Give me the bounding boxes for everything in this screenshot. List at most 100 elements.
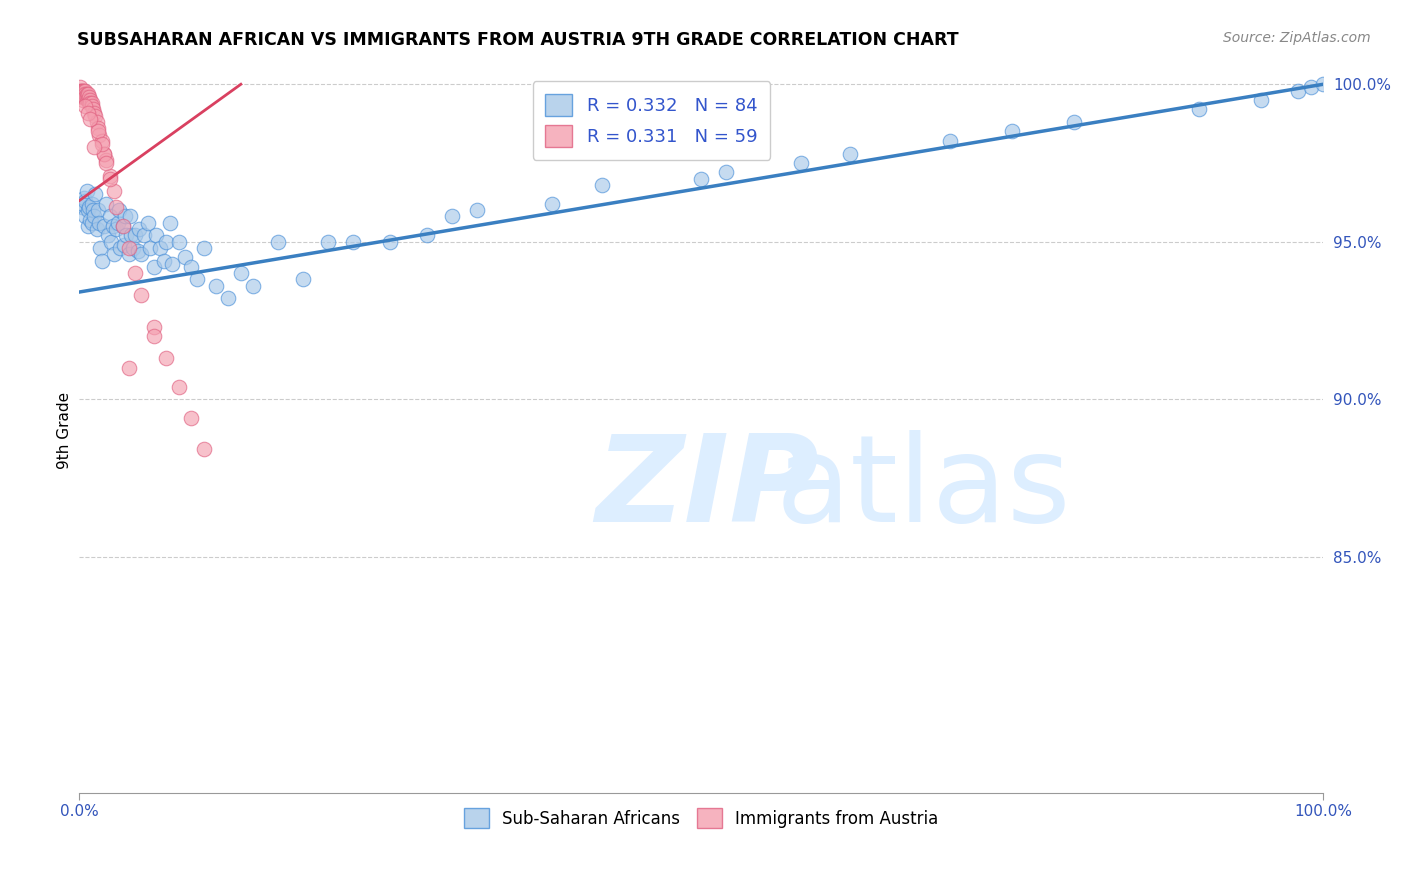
Point xyxy=(142,329,165,343)
Point xyxy=(316,235,339,249)
Point xyxy=(342,235,364,249)
Point xyxy=(73,191,96,205)
Point xyxy=(82,103,104,117)
Point xyxy=(76,90,98,104)
Text: ZIP: ZIP xyxy=(596,430,820,547)
Point xyxy=(76,203,98,218)
Point xyxy=(83,105,105,120)
Point xyxy=(167,379,190,393)
Point xyxy=(76,87,98,101)
Point xyxy=(77,200,100,214)
Point xyxy=(180,260,202,274)
Point xyxy=(76,105,98,120)
Point xyxy=(100,235,122,249)
Point xyxy=(136,216,159,230)
Point xyxy=(105,200,128,214)
Point xyxy=(131,247,153,261)
Point xyxy=(76,219,98,233)
Point xyxy=(108,203,131,218)
Point xyxy=(90,137,112,152)
Point xyxy=(69,84,91,98)
Point xyxy=(90,253,112,268)
Point xyxy=(1063,115,1085,129)
Point xyxy=(378,235,401,249)
Point xyxy=(103,184,125,198)
Point xyxy=(70,84,93,98)
Point xyxy=(96,156,118,170)
Point xyxy=(120,228,142,243)
Point xyxy=(152,253,174,268)
Point xyxy=(242,278,264,293)
Point xyxy=(690,171,713,186)
Point xyxy=(87,128,110,142)
Point xyxy=(121,241,143,255)
Point xyxy=(139,241,162,255)
Point xyxy=(541,197,564,211)
Text: atlas: atlas xyxy=(776,430,1071,547)
Point xyxy=(76,93,98,107)
Point xyxy=(76,184,98,198)
Point xyxy=(77,96,100,111)
Point xyxy=(142,260,165,274)
Point xyxy=(75,99,97,113)
Point xyxy=(267,235,290,249)
Point xyxy=(128,222,150,236)
Point xyxy=(72,84,94,98)
Point xyxy=(416,228,439,243)
Point xyxy=(1286,84,1309,98)
Text: Source: ZipAtlas.com: Source: ZipAtlas.com xyxy=(1223,31,1371,45)
Point xyxy=(120,210,142,224)
Point xyxy=(80,197,103,211)
Point xyxy=(155,235,177,249)
Point xyxy=(98,169,121,183)
Point xyxy=(79,93,101,107)
Point xyxy=(72,90,94,104)
Point xyxy=(73,84,96,98)
Point xyxy=(75,84,97,98)
Point xyxy=(87,124,110,138)
Point xyxy=(173,251,195,265)
Point xyxy=(80,99,103,113)
Point xyxy=(72,93,94,107)
Point xyxy=(82,203,104,218)
Point xyxy=(115,228,138,243)
Point xyxy=(939,134,962,148)
Point xyxy=(75,90,97,104)
Point xyxy=(87,216,110,230)
Point xyxy=(70,200,93,214)
Point xyxy=(80,216,103,230)
Point xyxy=(83,210,105,224)
Point xyxy=(441,210,464,224)
Point xyxy=(124,228,146,243)
Point xyxy=(70,90,93,104)
Point xyxy=(75,210,97,224)
Point xyxy=(73,90,96,104)
Point xyxy=(79,212,101,227)
Point xyxy=(1312,77,1334,91)
Point xyxy=(105,222,128,236)
Point xyxy=(86,115,108,129)
Point xyxy=(114,210,136,224)
Point xyxy=(1001,124,1024,138)
Point xyxy=(193,241,215,255)
Point xyxy=(73,87,96,101)
Point xyxy=(145,228,167,243)
Point xyxy=(98,171,121,186)
Point xyxy=(87,203,110,218)
Point xyxy=(186,272,208,286)
Point xyxy=(131,288,153,302)
Point xyxy=(124,266,146,280)
Point xyxy=(1250,93,1272,107)
Point xyxy=(79,96,101,111)
Point xyxy=(127,244,149,259)
Point xyxy=(118,241,141,255)
Point xyxy=(107,216,129,230)
Point xyxy=(93,219,115,233)
Point xyxy=(76,87,98,101)
Point xyxy=(80,96,103,111)
Point xyxy=(72,197,94,211)
Point xyxy=(229,266,252,280)
Point xyxy=(111,219,134,233)
Point xyxy=(84,187,107,202)
Point xyxy=(89,241,111,255)
